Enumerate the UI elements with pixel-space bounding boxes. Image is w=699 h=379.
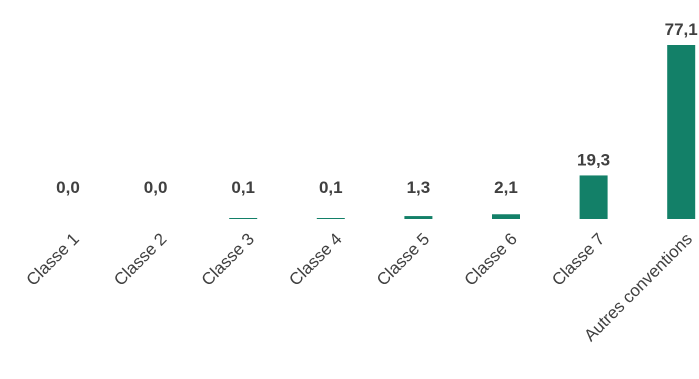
bar-6 xyxy=(492,214,520,219)
x-tick-label-4: Classe 4 xyxy=(285,229,345,289)
value-label-4: 0,1 xyxy=(319,178,343,197)
bar-8 xyxy=(667,45,696,219)
bar-4 xyxy=(316,218,345,219)
value-labels-layer: 0,0 0,0 0,1 0,1 1,3 2,1 19,3 77,1 xyxy=(56,20,698,197)
x-tick-label-5: Classe 5 xyxy=(373,229,433,289)
x-tick-label-2: Classe 2 xyxy=(110,229,170,289)
x-tick-label-7: Classe 7 xyxy=(548,229,608,289)
value-label-2: 0,0 xyxy=(144,178,168,197)
value-label-3: 0,1 xyxy=(231,178,255,197)
value-label-6: 2,1 xyxy=(494,178,518,197)
value-label-7: 19,3 xyxy=(577,150,610,169)
value-label-8: 77,1 xyxy=(665,20,698,39)
x-tick-label-1: Classe 1 xyxy=(23,229,83,289)
bar-7 xyxy=(579,175,608,219)
bar-5 xyxy=(404,216,433,219)
bar-3 xyxy=(229,218,258,219)
x-tick-label-6: Classe 6 xyxy=(461,229,521,289)
x-tick-label-3: Classe 3 xyxy=(198,229,258,289)
bars-layer xyxy=(229,45,696,219)
value-label-1: 0,0 xyxy=(56,178,80,197)
x-axis-tick-labels: Classe 1 Classe 2 Classe 3 Classe 4 Classe 5… xyxy=(23,229,696,345)
value-label-5: 1,3 xyxy=(407,178,431,197)
